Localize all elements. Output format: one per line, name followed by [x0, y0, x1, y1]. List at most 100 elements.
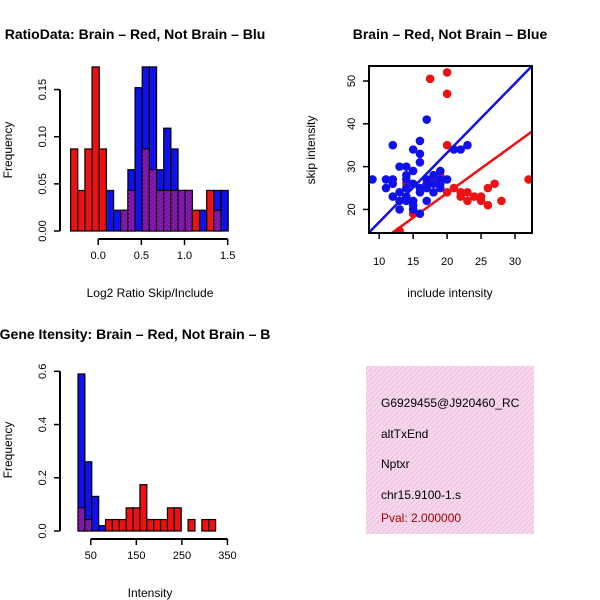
intensity-hist-bar-red [111, 518, 120, 532]
intensity-hist-bar-red [166, 507, 175, 532]
scatter-point-red [476, 192, 486, 201]
scatter-fit-line-red [389, 130, 532, 233]
intensity-hist-bar-red [187, 518, 196, 532]
skip-scatter-y-tick-label: 30 [346, 161, 358, 173]
skip-scatter-title: Brain – Red, Not Brain – Blue [353, 26, 548, 42]
intensity-hist-bar-red [153, 518, 162, 532]
ratio-histogram-bars [69, 66, 229, 232]
intensity-hist-bar-red [159, 518, 169, 532]
scatter-point-blue [415, 188, 425, 197]
ratio-hist-bar-overlap-hatch [178, 190, 186, 231]
scatter-point-blue [402, 192, 411, 201]
ratio-hist-bar-red [98, 148, 108, 232]
ratio-hist-y-tick-label: 0.05 [37, 173, 49, 194]
intensity-hist-x-tick-label: 150 [127, 550, 145, 562]
ratio-hist-x-tick-label: 1.5 [220, 250, 235, 262]
info-line-gene: Nptxr [381, 457, 410, 471]
scatter-point-red [442, 89, 452, 99]
skip-scatter-panel: Brain – Red, Not Brain – Blue 10 15 20 25 30… [304, 26, 547, 300]
ratio-hist-x-tick-label: 0.5 [134, 250, 149, 262]
intensity-hist-y-tick-label: 0.6 [37, 364, 49, 379]
ratio-hist-y-tick-label: 0.00 [37, 220, 49, 241]
ratio-hist-bar-red [69, 148, 79, 232]
scatter-point-blue [408, 205, 418, 214]
scatter-point-blue [395, 162, 404, 171]
scatter-point-red [463, 188, 472, 197]
intensity-hist-bar-red [146, 518, 155, 532]
ratio-histogram-title: RatioData: Brain – Red, Not Brain – Blu [5, 26, 266, 42]
ratio-hist-x-tick-label: 1.0 [177, 250, 192, 262]
scatter-point-blue [402, 162, 411, 171]
intensity-histogram-xlabel: Intensity [128, 586, 173, 600]
scatter-point-blue [429, 188, 438, 197]
intensity-hist-bar-blue [91, 495, 100, 532]
scatter-point-blue [429, 179, 438, 189]
info-line-pval: Pval: 2.000000 [381, 511, 461, 525]
scatter-point-blue [381, 183, 391, 193]
skip-scatter-x-tick-label: 20 [441, 256, 453, 268]
skip-scatter-x-tick-label: 30 [509, 256, 521, 268]
intensity-histogram-panel: Gene Itensity: Brain – Red, Not Brain – … [0, 326, 270, 600]
ratio-histogram-axes: 0.0 0.5 1.0 1.5 0.00 0.05 0.10 0.15 [37, 79, 235, 262]
skip-scatter-content [369, 66, 532, 233]
ratio-hist-y-tick-label: 0.15 [37, 79, 49, 100]
ratio-hist-bar-overlap-hatch [170, 190, 179, 231]
intensity-histogram-ylabel: Frequency [1, 422, 15, 479]
ratio-hist-bar-blue [134, 87, 143, 232]
ratio-hist-y-tick-label: 0.10 [37, 126, 49, 147]
scatter-point-blue [408, 166, 418, 176]
scatter-point-blue [415, 209, 425, 219]
ratio-hist-bar-blue [220, 189, 229, 232]
scatter-point-red [425, 74, 435, 84]
scatter-point-blue [402, 183, 411, 193]
intensity-hist-bar-red [201, 518, 210, 532]
intensity-hist-y-tick-label: 0.2 [37, 470, 49, 485]
ratio-histogram-ylabel: Frequency [1, 122, 15, 179]
ratio-hist-x-tick-label: 0.0 [91, 250, 106, 262]
scatter-point-blue [402, 175, 411, 184]
intensity-hist-bar-blue [98, 525, 107, 532]
ratio-hist-bar-red [91, 66, 100, 232]
ratio-histogram-panel: RatioData: Brain – Red, Not Brain – Blu … [1, 26, 265, 300]
scatter-point-blue [456, 145, 465, 154]
intensity-histogram-title: Gene Itensity: Brain – Red, Not Brain – … [0, 326, 270, 342]
intensity-hist-x-tick-label: 50 [85, 550, 97, 562]
ratio-hist-bar-overlap-hatch [213, 210, 222, 231]
info-panel-background [366, 366, 534, 534]
intensity-hist-bar-red [104, 518, 114, 532]
scatter-point-blue [415, 158, 425, 167]
intensity-hist-x-tick-label: 250 [173, 550, 191, 562]
scatter-point-red [524, 175, 532, 184]
scatter-fit-line-blue [369, 66, 532, 233]
scatter-point-blue [408, 145, 418, 154]
scatter-point-blue [422, 115, 432, 124]
ratio-hist-bar-red [206, 189, 215, 232]
ratio-hist-bar-overlap-hatch [185, 190, 193, 231]
ratio-hist-bar-overlap-hatch [142, 148, 150, 231]
skip-scatter-y-tick-label: 20 [346, 203, 358, 215]
scatter-point-red [497, 196, 506, 206]
skip-scatter-y-tick-label: 50 [346, 75, 358, 87]
skip-scatter-x-tick-label: 10 [373, 256, 385, 268]
scatter-point-blue [369, 175, 377, 184]
skip-scatter-x-tick-label: 25 [475, 256, 487, 268]
intensity-hist-y-tick-label: 0.4 [37, 417, 49, 432]
intensity-hist-bar-overlap-hatch [84, 519, 92, 531]
scatter-point-blue [415, 136, 425, 146]
scatter-point-blue [381, 175, 391, 184]
info-line-location: chr15.9100-1.s [381, 488, 461, 502]
scatter-point-red [442, 68, 452, 77]
intensity-hist-bar-red [118, 518, 127, 532]
skip-scatter-plot-area [369, 66, 532, 233]
ratio-hist-bar-blue [105, 189, 115, 232]
skip-scatter-axes: 10 15 20 25 30 20 30 40 50 [346, 65, 533, 268]
scatter-point-blue [388, 140, 398, 150]
scatter-point-blue [463, 140, 472, 150]
scatter-point-blue [422, 183, 432, 193]
scatter-point-red [456, 188, 465, 197]
ratio-hist-bar-red [191, 209, 201, 232]
ratio-hist-bar-blue [198, 209, 208, 232]
intensity-hist-bar-red [125, 507, 134, 532]
